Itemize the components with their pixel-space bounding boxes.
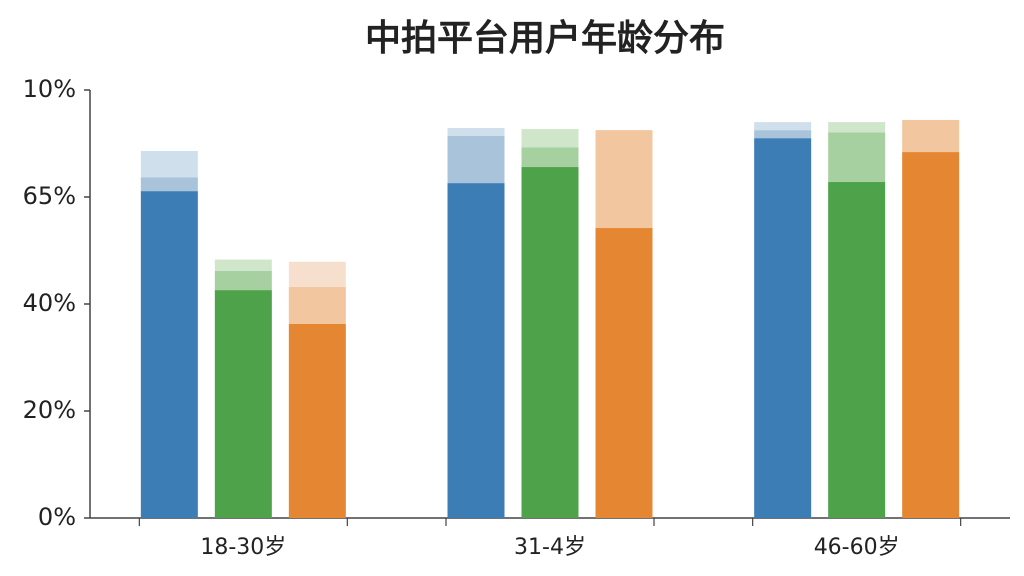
y-tick-label: 65% — [23, 182, 76, 210]
bar-segment — [214, 259, 272, 271]
bar-segment — [140, 177, 198, 192]
bar-segment — [214, 270, 272, 291]
bar-segment — [754, 130, 812, 139]
bar-segment — [521, 167, 579, 519]
bar-segment — [288, 286, 346, 324]
bar-segment — [828, 182, 886, 518]
y-tick-label: 20% — [23, 396, 76, 424]
bar-segment — [902, 119, 960, 153]
bar-segment — [140, 150, 198, 178]
bar-segment — [140, 191, 198, 519]
x-tick-label: 31-4岁 — [514, 535, 586, 560]
bar-segment — [447, 127, 505, 137]
bar-segment — [521, 147, 579, 168]
bar-segment — [288, 323, 346, 518]
bar-segment — [595, 130, 653, 229]
x-tick-label: 46-60岁 — [814, 535, 900, 560]
chart-title: 中拍平台用户年龄分布 — [365, 18, 725, 59]
bar-segment — [902, 152, 960, 518]
bar-segment — [828, 132, 886, 183]
bar-segment — [447, 183, 505, 518]
y-tick-label: 40% — [23, 289, 76, 317]
y-tick-label: 10% — [23, 75, 76, 103]
x-tick-label: 18-30岁 — [200, 535, 286, 560]
bar-segment — [595, 228, 653, 518]
y-tick-label: 0% — [38, 503, 76, 531]
bar-segment — [214, 290, 272, 518]
bar-segment — [828, 122, 886, 133]
bar-segment — [521, 129, 579, 148]
bar-segment — [754, 138, 812, 518]
bar-segment — [288, 261, 346, 287]
bar-segment — [754, 122, 812, 131]
bar-segment — [447, 136, 505, 184]
